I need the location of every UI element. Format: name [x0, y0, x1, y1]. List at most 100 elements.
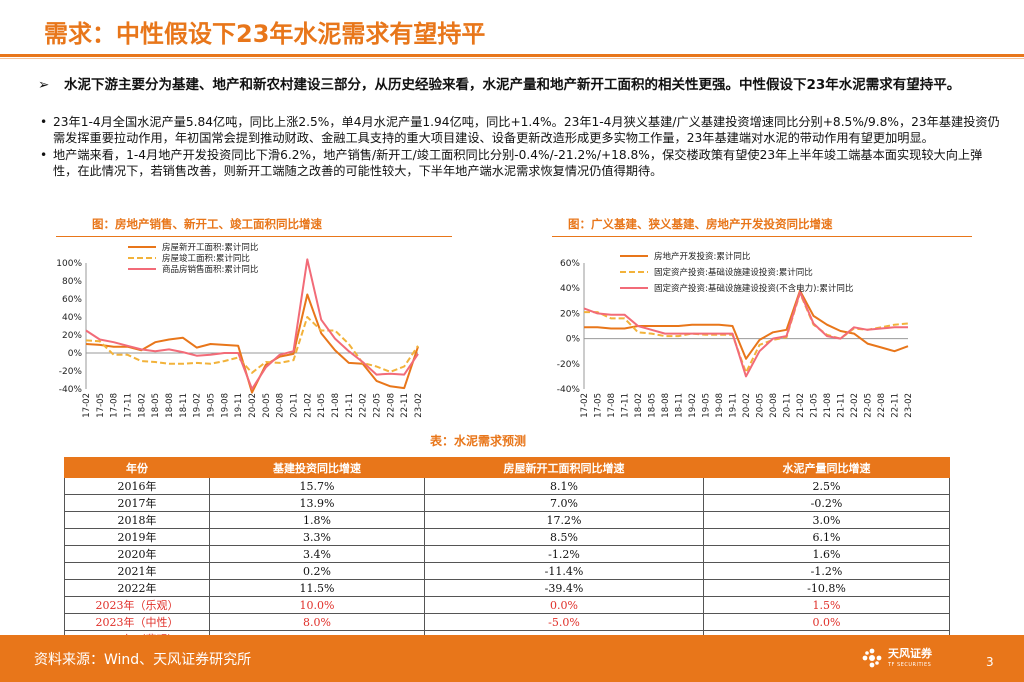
chart1-x-tick: 17-02 — [82, 393, 92, 418]
chart2-legend-label: 房地产开发投资:累计同比 — [654, 251, 750, 262]
tf-logo-icon — [862, 648, 882, 668]
chart1-legend-label: 房屋新开工面积:累计同比 — [162, 242, 258, 253]
page-title: 需求：中性假设下23年水泥需求有望持平 — [44, 20, 486, 48]
chart1-x-tick: 22-08 — [386, 393, 396, 418]
chart2-y-tick: 60% — [560, 259, 580, 269]
chart2-y-tick: -20% — [557, 360, 581, 370]
chart1-x-tick: 19-02 — [193, 393, 203, 418]
chart1-x-tick: 17-08 — [110, 393, 120, 418]
cell-year: 2018年 — [64, 511, 210, 529]
chart2-y-tick: 0% — [566, 335, 581, 345]
chart2-legend-label: 固定资产投资:基础设施建设投资(不含电力):累计同比 — [654, 283, 853, 294]
title-divider — [0, 54, 1024, 57]
cell-infra: 1.8% — [209, 511, 425, 529]
cell-infra: 10.0% — [209, 596, 425, 614]
cell-year: 2023年（中性） — [64, 613, 210, 631]
chart1-x-tick: 20-08 — [276, 393, 286, 418]
cell-starts: -39.4% — [424, 579, 704, 597]
cell-starts: -5.0% — [424, 613, 704, 631]
chart2-legend-label: 固定资产投资:基础设施建设投资:累计同比 — [654, 267, 813, 278]
chart1-y-tick: 40% — [62, 313, 82, 323]
chart1-series-line-1 — [85, 293, 419, 394]
chart2-x-tick: 21-08 — [823, 393, 833, 418]
chart2-x-tick: 18-05 — [648, 393, 658, 418]
header-cement: 水泥产量同比增速 — [703, 457, 950, 478]
chart1-x-tick: 18-08 — [165, 393, 175, 418]
table-row: 2019年 3.3% 8.5% 6.1% — [64, 528, 950, 546]
chart1-legend-label: 房屋竣工面积:累计同比 — [162, 253, 250, 264]
cell-year: 2016年 — [64, 477, 210, 495]
chart2-x-tick: 18-11 — [675, 393, 685, 418]
chart2-x-tick: 22-08 — [877, 393, 887, 418]
chart2-series-line-1 — [584, 289, 909, 360]
chart1-x-tick: 20-11 — [290, 393, 300, 418]
cell-infra: 15.7% — [209, 477, 425, 495]
chart1-title: 图：房地产销售、新开工、竣工面积同比增速 — [92, 217, 322, 231]
cell-infra: 11.5% — [209, 579, 425, 597]
footer-bar — [0, 635, 1024, 682]
cell-year: 2023年（乐观） — [64, 596, 210, 614]
chart2-x-tick: 19-02 — [688, 393, 698, 418]
bullet-text-infra: 23年1-4月全国水泥产量5.84亿吨，同比上涨2.5%，单4月水泥产量1.94… — [53, 115, 1000, 146]
cell-starts: 7.0% — [424, 494, 704, 512]
cell-cement: -0.2% — [703, 494, 950, 512]
cell-infra: 3.3% — [209, 528, 425, 546]
cell-infra: 3.4% — [209, 545, 425, 563]
chart1-x-tick: 19-05 — [207, 393, 217, 418]
chart2-x-tick: 20-05 — [756, 393, 766, 418]
chart2-x-tick: 22-02 — [850, 393, 860, 418]
chart2-x-tick: 18-02 — [634, 393, 644, 418]
chart1-x-tick: 21-11 — [345, 393, 355, 418]
table-caption: 表：水泥需求预测 — [430, 434, 527, 448]
header-infra: 基建投资同比增速 — [209, 457, 425, 478]
chart1-x-tick: 17-05 — [96, 393, 106, 418]
page-number: 3 — [986, 655, 994, 669]
chart1-legend-label: 商品房销售面积:累计同比 — [162, 264, 258, 275]
cell-infra: 0.2% — [209, 562, 425, 580]
chart2-x-tick: 21-05 — [810, 393, 820, 418]
chart2-x-tick: 22-05 — [864, 393, 874, 418]
chart1-x-tick: 21-05 — [317, 393, 327, 418]
cell-cement: 2.5% — [703, 477, 950, 495]
chart1-y-tick: 60% — [62, 295, 82, 305]
chart2-x-tick: 17-05 — [594, 393, 604, 418]
cell-year: 2021年 — [64, 562, 210, 580]
logo-subtext: TF SECURITIES — [888, 662, 932, 668]
chart1-x-tick: 19-08 — [220, 393, 230, 418]
chart1-x-tick: 18-11 — [179, 393, 189, 418]
logo-text: 天风证券 — [888, 647, 932, 660]
chart2-y-tick: 20% — [560, 309, 580, 319]
table-header-row: 年份 基建投资同比增速 房屋新开工面积同比增速 水泥产量同比增速 — [64, 457, 950, 478]
source-note: 资料来源：Wind、天风证券研究所 — [34, 652, 252, 668]
table-row: 2022年 11.5% -39.4% -10.8% — [64, 579, 950, 597]
chart1-y-tick: 100% — [56, 259, 82, 269]
cell-cement: 1.6% — [703, 545, 950, 563]
lead-paragraph: ➢ 水泥下游主要分为基建、地产和新农村建设三部分，从历史经验来看，水泥产量和地产… — [38, 76, 998, 95]
cell-year: 2017年 — [64, 494, 210, 512]
bullet-item: • 23年1-4月全国水泥产量5.84亿吨，同比上涨2.5%，单4月水泥产量1.… — [38, 114, 1000, 147]
chart2-x-tick: 17-02 — [580, 393, 590, 418]
cell-starts: 17.2% — [424, 511, 704, 529]
cell-starts: 0.0% — [424, 596, 704, 614]
cell-cement: 1.5% — [703, 596, 950, 614]
table-row: 2018年 1.8% 17.2% 3.0% — [64, 511, 950, 529]
cell-starts: 8.5% — [424, 528, 704, 546]
chart1-x-tick: 18-05 — [151, 393, 161, 418]
chart1-property: 100% 80% 60% 40% 20% 0% -20% -40%17-02 17-05 17-0… — [56, 242, 424, 418]
chart2-x-tick: 20-02 — [742, 393, 752, 418]
cell-cement: 6.1% — [703, 528, 950, 546]
chart1-x-tick: 20-02 — [248, 393, 258, 418]
chart1-y-tick: 20% — [62, 331, 82, 341]
table-row: 2016年 15.7% 8.1% 2.5% — [64, 477, 950, 495]
forecast-row: 2023年（乐观） 10.0% 0.0% 1.5% — [64, 596, 950, 614]
chart1-y-tick: -20% — [59, 367, 83, 377]
chart2-x-tick: 17-08 — [607, 393, 617, 418]
chart1-x-tick: 21-08 — [331, 393, 341, 418]
bullet-list: • 23年1-4月全国水泥产量5.84亿吨，同比上涨2.5%，单4月水泥产量1.… — [38, 114, 1000, 180]
chart1-x-tick: 17-11 — [124, 393, 134, 418]
chart2-investment: 60%40%20%0%-20%-40%17-02 17-05 17-08 17-11 1… — [557, 251, 914, 418]
table-row: 2021年 0.2% -11.4% -1.2% — [64, 562, 950, 580]
chart1-title-rule — [56, 236, 452, 237]
chart2-x-tick: 22-11 — [891, 393, 901, 418]
chart1-series-line-2 — [85, 316, 419, 374]
